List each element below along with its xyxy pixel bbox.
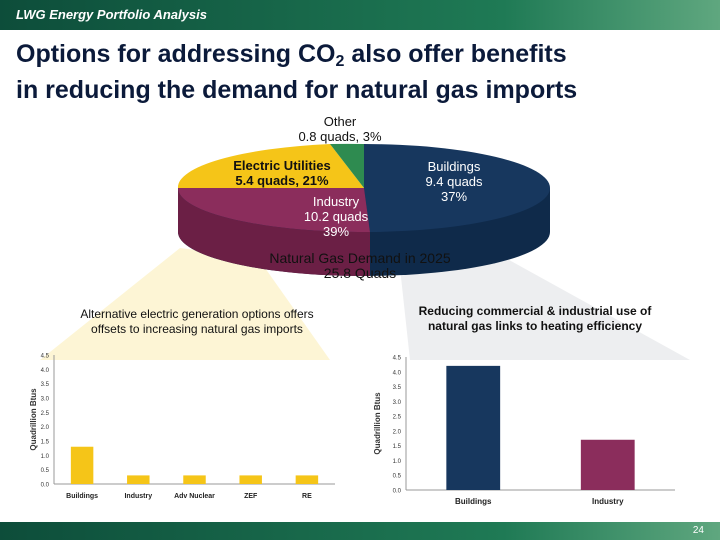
pie-label-buildings: Buildings 9.4 quads 37% bbox=[404, 159, 504, 204]
right-bar-chart: 0.0 0.5 1.0 1.5 2.0 2.5 3.0 3.5 4.0 4.5 Quadrillio… bbox=[373, 356, 675, 506]
title-line1-post: also offer benefits bbox=[344, 40, 567, 68]
buildings-l3: 37% bbox=[440, 189, 468, 204]
right-panel-title: Reducing commercial & industrial use of … bbox=[418, 304, 652, 333]
right-chart-bar bbox=[580, 439, 635, 490]
header-bar: LWG Energy Portfolio Analysis bbox=[0, 0, 720, 30]
left-chart-ytick: 2.0 bbox=[41, 425, 50, 431]
right-chart-ytick: 0.5 bbox=[393, 474, 402, 480]
right-chart-ytick: 4.0 bbox=[393, 370, 402, 376]
buildings-l2: 9.4 quads bbox=[425, 174, 483, 189]
right-chart-ylabel: Quadrillion Btus bbox=[373, 392, 382, 455]
left-chart-bar bbox=[70, 446, 94, 484]
pie-slice-other bbox=[330, 143, 364, 188]
left-chart-ytick: 2.5 bbox=[41, 411, 50, 417]
right-chart-ytick: 4.5 bbox=[393, 356, 402, 362]
left-chart-ytick: 4.5 bbox=[41, 354, 50, 360]
right-fan bbox=[400, 255, 690, 360]
right-chart-ytick: 0.0 bbox=[393, 489, 402, 495]
left-chart-ytick: 0.0 bbox=[41, 483, 50, 489]
left-chart-category-label: Buildings bbox=[66, 493, 98, 500]
left-fan bbox=[40, 248, 330, 360]
right-chart-ytick: 1.5 bbox=[393, 444, 402, 450]
industry-l2: 10.2 quads bbox=[303, 209, 369, 224]
right-chart-category-label: Industry bbox=[592, 497, 624, 506]
right-chart-ytick: 2.0 bbox=[393, 429, 402, 435]
left-chart-category-label: ZEF bbox=[244, 493, 258, 500]
pie-slice-buildings-top bbox=[364, 144, 550, 188]
pie-slice-buildings bbox=[364, 188, 551, 232]
left-chart-category-label: Industry bbox=[124, 493, 152, 500]
pie-depth-industry bbox=[177, 188, 370, 277]
pie-label-other: Other 0.8 quads, 3% bbox=[290, 114, 390, 144]
left-chart-ytick: 3.5 bbox=[41, 382, 50, 388]
other-l2: 0.8 quads, 3% bbox=[298, 129, 382, 144]
left-chart-category-label: RE bbox=[302, 493, 312, 500]
pie-slice-industry bbox=[177, 188, 370, 233]
title-line2: in reducing the demand for natural gas i… bbox=[16, 76, 578, 104]
industry-l1: Industry bbox=[312, 194, 360, 209]
right-chart-ytick: 1.0 bbox=[393, 459, 402, 465]
pie-caption: Natural Gas Demand in 2025 25.8 Quads bbox=[240, 251, 480, 281]
electric-l1: Electric Utilities bbox=[233, 158, 331, 173]
page-number: 24 bbox=[692, 525, 704, 536]
left-chart-ytick: 0.5 bbox=[41, 468, 50, 474]
left-chart-bar bbox=[127, 475, 150, 484]
industry-l3: 39% bbox=[322, 224, 350, 239]
other-l1: Other bbox=[323, 114, 357, 129]
left-chart-ytick: 1.0 bbox=[41, 454, 50, 460]
title-subscript: 2 bbox=[335, 53, 345, 70]
title-line1-pre: Options for addressing CO bbox=[16, 40, 336, 68]
left-chart-bar bbox=[295, 475, 319, 484]
right-chart-category-label: Buildings bbox=[455, 497, 492, 506]
slide-title: Options for addressing CO2 also offer be… bbox=[16, 40, 706, 105]
right-chart-ytick: 3.5 bbox=[393, 385, 402, 391]
left-bar-chart: 0.0 0.5 1.0 1.5 2.0 2.5 3.0 3.5 4.0 4.5 Quadrillio… bbox=[30, 354, 335, 500]
pie-label-industry: Industry 10.2 quads 39% bbox=[286, 194, 386, 239]
left-chart-bar bbox=[239, 475, 262, 484]
buildings-l1: Buildings bbox=[427, 159, 481, 174]
left-chart-ytick: 4.0 bbox=[41, 368, 50, 374]
right-chart-ytick: 3.0 bbox=[393, 400, 402, 406]
pie-caption-l2: 25.8 Quads bbox=[323, 265, 397, 281]
left-chart-bar bbox=[183, 475, 206, 484]
left-panel-title: Alternative electric generation options … bbox=[80, 307, 314, 336]
pie-slice-electric bbox=[177, 144, 364, 188]
right-chart-bar bbox=[446, 365, 501, 490]
footer-bar: 24 bbox=[0, 522, 720, 540]
brand-label: LWG Energy Portfolio Analysis bbox=[16, 7, 207, 22]
pie-caption-l1: Natural Gas Demand in 2025 bbox=[269, 250, 451, 266]
left-chart-ylabel: Quadrillion Btus bbox=[30, 388, 38, 451]
left-chart-ytick: 3.0 bbox=[41, 397, 50, 403]
left-chart-ytick: 1.5 bbox=[41, 440, 50, 446]
right-chart-ytick: 2.5 bbox=[393, 415, 402, 421]
left-chart-category-label: Adv Nuclear bbox=[174, 493, 215, 500]
pie-label-electric: Electric Utilities 5.4 quads, 21% bbox=[222, 158, 342, 188]
electric-l2: 5.4 quads, 21% bbox=[235, 173, 329, 188]
